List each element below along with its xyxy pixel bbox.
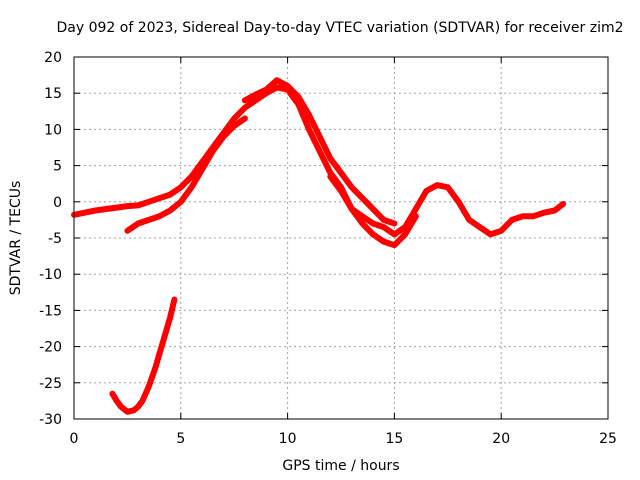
y-tick-label: -20 [39,340,62,356]
y-tick-label: -10 [39,267,62,283]
x-tick-label: 0 [70,431,79,447]
x-tick-label: 15 [385,431,403,447]
series-track-dip [327,173,419,249]
series-track-early [109,296,178,415]
x-tick-label: 5 [176,431,185,447]
y-tick-label: -15 [39,303,62,319]
x-axis-label: GPS time / hours [282,458,399,474]
axis-ticks: -30 -25 -20 -15 -10 -5 0 5 10 15 20 0 5 10 15 20 25 [39,50,617,447]
y-tick-label: -5 [48,231,62,247]
series-track-upper [241,77,398,227]
x-tick-label: 10 [279,431,297,447]
series-group [71,77,567,415]
series-track-lower [124,115,248,234]
y-tick-label: 0 [53,195,62,211]
x-tick-label: 25 [599,431,617,447]
y-tick-label: -25 [39,376,62,392]
grid [74,57,608,419]
y-tick-label: 10 [44,122,62,138]
chart-title: Day 092 of 2023, Sidereal Day-to-day VTE… [57,20,624,36]
y-tick-label: 15 [44,86,62,102]
x-tick-label: 20 [492,431,510,447]
y-axis-label: SDTVAR / TECUs [8,181,24,296]
y-tick-label: 5 [53,159,62,175]
series-track-main [71,84,567,238]
y-tick-label: 20 [44,50,62,66]
y-tick-label: -30 [39,412,62,428]
